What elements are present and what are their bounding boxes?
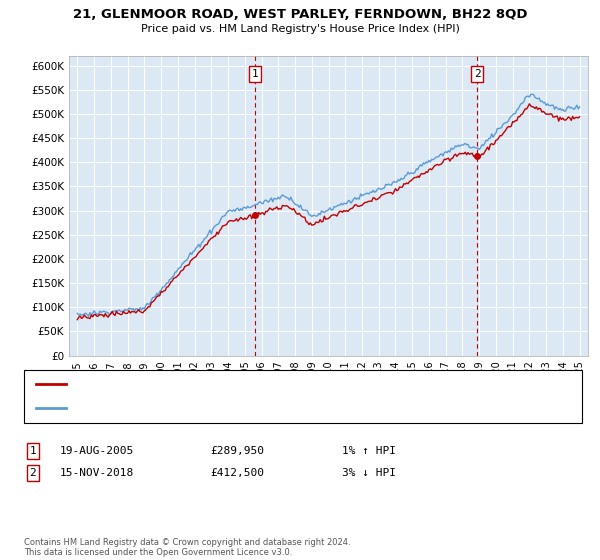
Text: 2: 2 [473, 69, 481, 79]
Text: 1: 1 [252, 69, 259, 79]
Text: 3% ↓ HPI: 3% ↓ HPI [342, 468, 396, 478]
Text: 21, GLENMOOR ROAD, WEST PARLEY, FERNDOWN, BH22 8QD: 21, GLENMOOR ROAD, WEST PARLEY, FERNDOWN… [73, 8, 527, 21]
Text: HPI: Average price, detached house, Dorset: HPI: Average price, detached house, Dors… [72, 403, 299, 413]
Text: 1: 1 [29, 446, 37, 456]
Text: 19-AUG-2005: 19-AUG-2005 [60, 446, 134, 456]
Text: 15-NOV-2018: 15-NOV-2018 [60, 468, 134, 478]
Text: 1% ↑ HPI: 1% ↑ HPI [342, 446, 396, 456]
Text: 21, GLENMOOR ROAD, WEST PARLEY, FERNDOWN, BH22 8QD (detached house): 21, GLENMOOR ROAD, WEST PARLEY, FERNDOWN… [72, 380, 488, 390]
Text: £412,500: £412,500 [210, 468, 264, 478]
Text: 2: 2 [29, 468, 37, 478]
Text: Contains HM Land Registry data © Crown copyright and database right 2024.
This d: Contains HM Land Registry data © Crown c… [24, 538, 350, 557]
Text: £289,950: £289,950 [210, 446, 264, 456]
Text: Price paid vs. HM Land Registry's House Price Index (HPI): Price paid vs. HM Land Registry's House … [140, 24, 460, 34]
